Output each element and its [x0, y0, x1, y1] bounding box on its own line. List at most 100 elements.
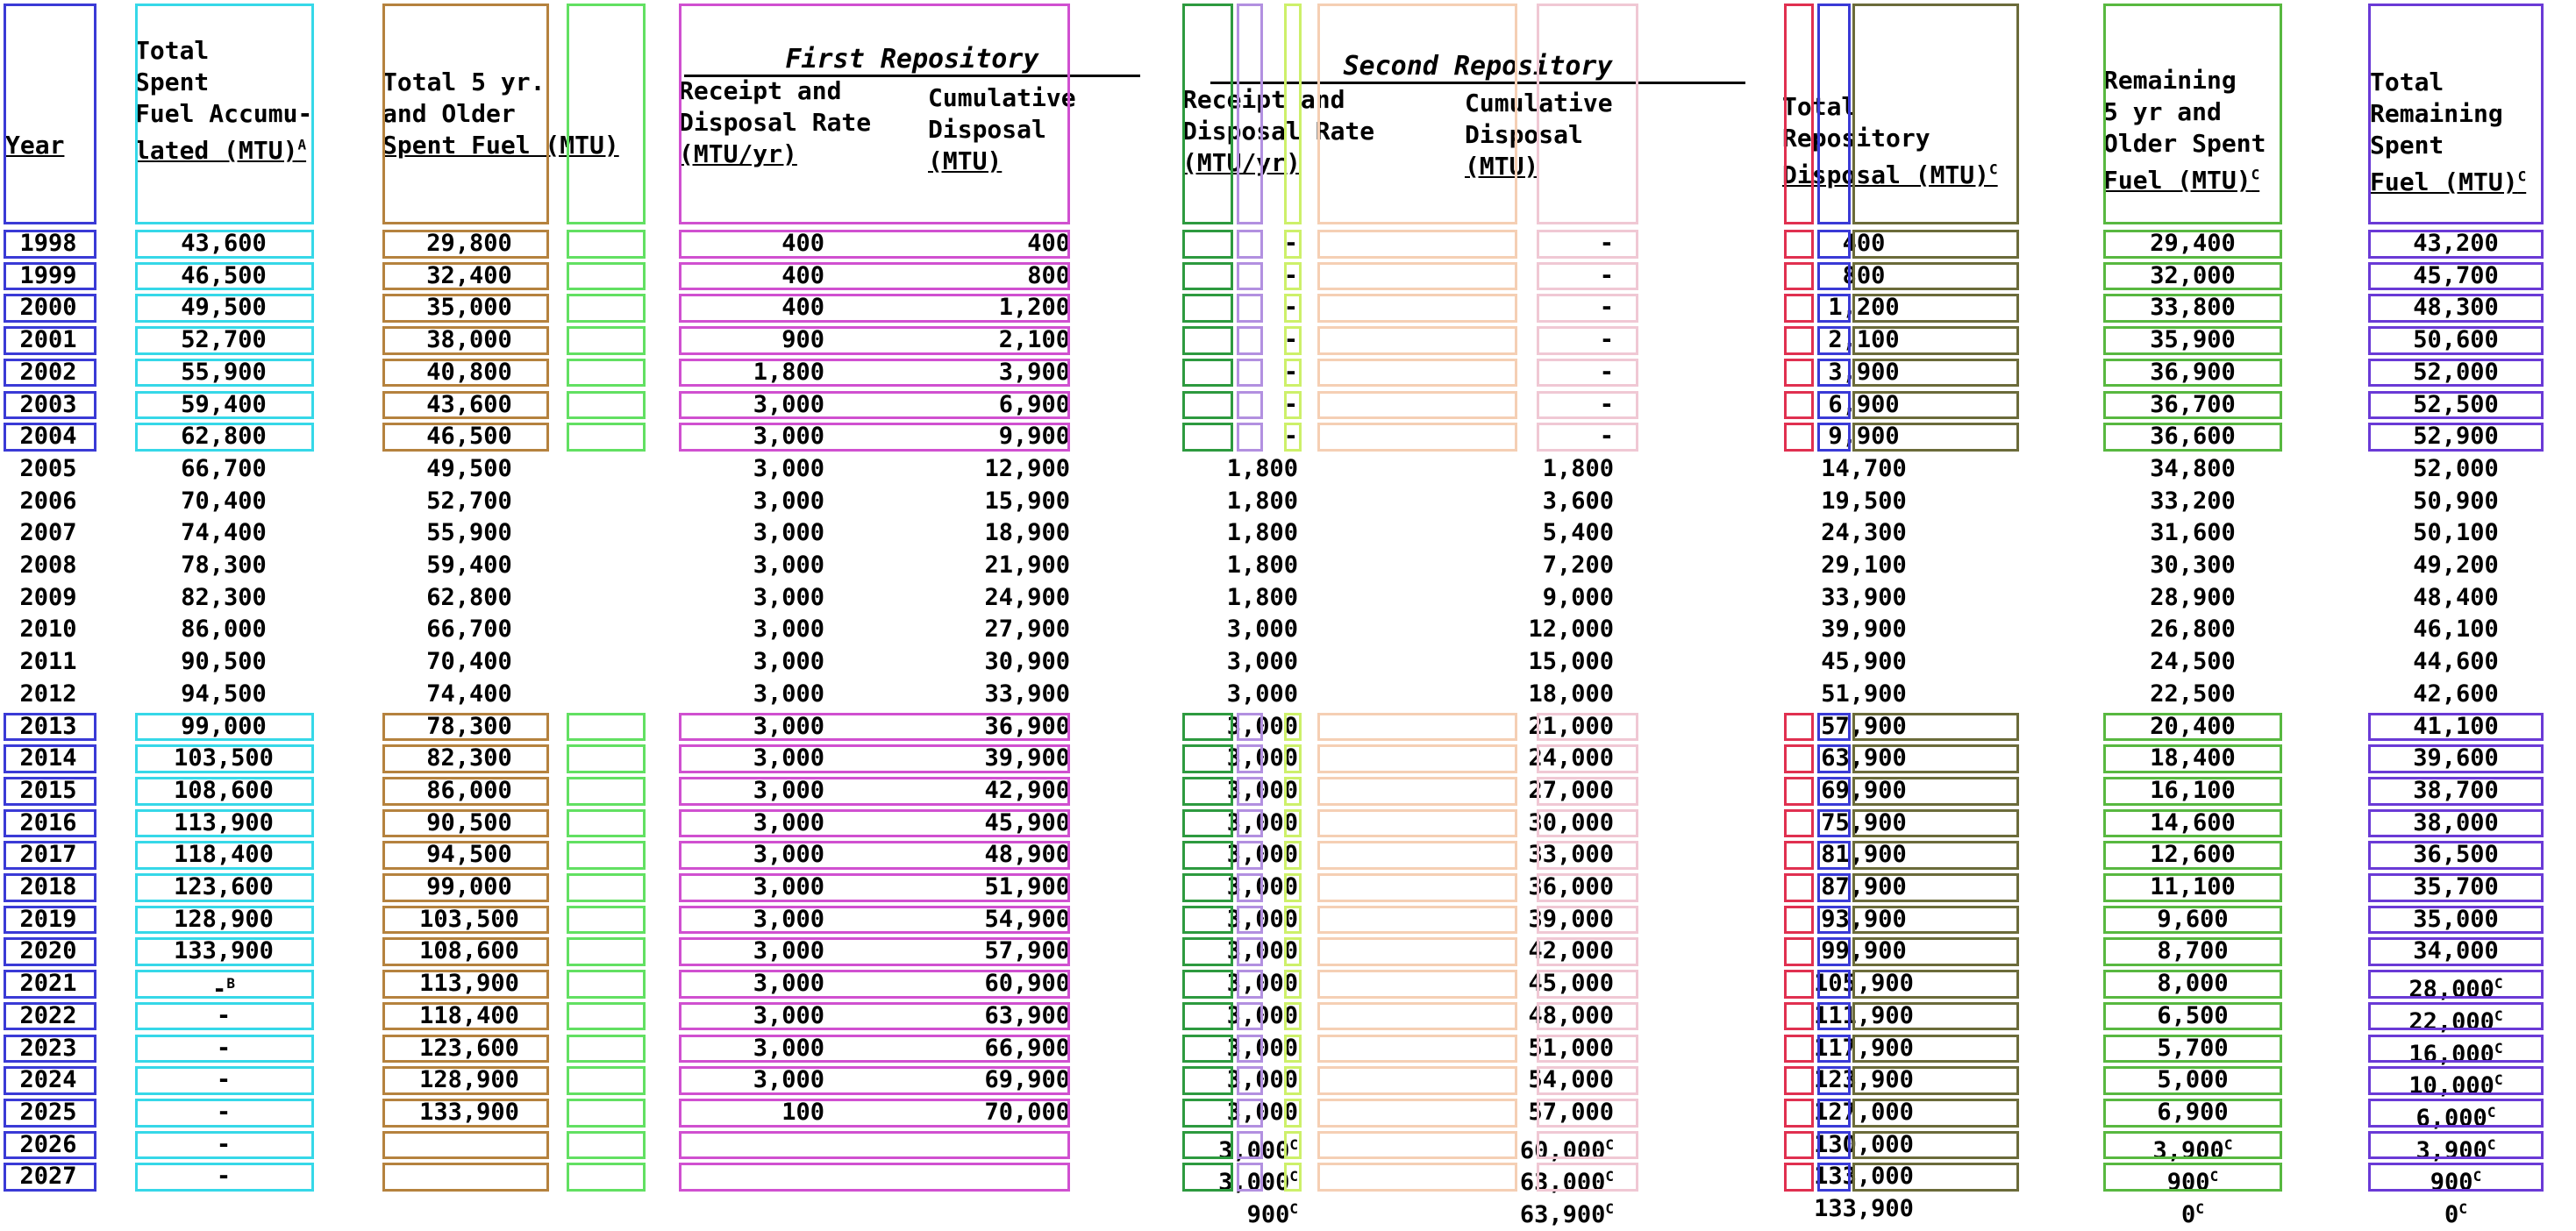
- cell-c1: 30,900: [984, 648, 1070, 676]
- cell-older: 94,500: [426, 841, 512, 869]
- header-first-rate-line: Receipt and: [679, 76, 842, 105]
- cell-c2: -: [1599, 261, 1614, 289]
- cell-rem-tot: 36,500: [2413, 841, 2499, 869]
- header-total-repository-line: Total: [1782, 92, 1857, 121]
- cell-year: 2008: [19, 551, 77, 579]
- cell-spent: 86,000: [181, 616, 267, 644]
- cell-older: 118,400: [419, 1001, 519, 1029]
- cell-spent: -: [216, 1163, 232, 1191]
- cell-r1: 3,000: [753, 680, 824, 708]
- cell-older: 32,400: [426, 261, 512, 289]
- cell-c1: 57,900: [984, 937, 1070, 965]
- cell-spent: 133,900: [174, 937, 274, 965]
- table-row: 2026 - 3,000C 60,000C 130,000 3,900C 3,900C: [0, 1129, 2576, 1164]
- cell-older: 113,900: [419, 970, 519, 998]
- cell-r2: 3,000: [1226, 1001, 1298, 1029]
- cell-r2: 3,000: [1226, 744, 1298, 772]
- cell-spent: 94,500: [181, 680, 267, 708]
- cell-r1: 3,000: [753, 648, 824, 676]
- cell-r1: 900: [781, 326, 824, 354]
- cell-tot: 1,200: [1828, 294, 1900, 322]
- header-first-cumulative-line: Cumulative: [928, 83, 1076, 112]
- cell-spent: 118,400: [174, 841, 274, 869]
- header-first-rate-line: (MTU/yr): [679, 139, 797, 168]
- cell-rem-tot: 35,000: [2413, 905, 2499, 933]
- cell-spent: -: [216, 1034, 232, 1062]
- table-row: 2004 62,800 46,500 3,000 9,900 - - 9,900 36,600 5…: [0, 421, 2576, 452]
- cell-tot: 29,100: [1821, 551, 1907, 579]
- cell-c2: -: [1599, 294, 1614, 322]
- cell-r2: -: [1283, 230, 1298, 257]
- cell-rem-tot: 28,000C: [2408, 975, 2503, 1004]
- cell-older: 66,700: [426, 616, 512, 644]
- cell-rem-tot: 34,000: [2413, 937, 2499, 965]
- table-row: 2019 128,900 103,500 3,000 54,900 3,000 39,000…: [0, 904, 2576, 936]
- cell-rem-tot: 50,900: [2413, 487, 2499, 515]
- cell-r2: -: [1283, 358, 1298, 386]
- cell-spent: 82,300: [181, 583, 267, 611]
- header-older-spent: Total 5 yr. and Older Spent Fuel (MTU): [382, 67, 619, 161]
- cell-r2: 3,000: [1226, 937, 1298, 965]
- cell-tot: 800: [1842, 261, 1886, 289]
- cell-year: 2019: [19, 905, 77, 933]
- cell-tot: 9,900: [1828, 423, 1900, 451]
- cell-c1: 39,900: [984, 744, 1070, 772]
- cell-r1: 3,000: [753, 454, 824, 482]
- header-remaining-total-line: Total: [2370, 68, 2444, 96]
- cell-tot: 51,900: [1821, 680, 1907, 708]
- footnote-mark: C: [1289, 1168, 1298, 1185]
- cell-rem-tot: 48,300: [2413, 294, 2499, 322]
- cell-rem-tot: 43,200: [2413, 230, 2499, 257]
- cell-c2: 3,600: [1542, 487, 1614, 515]
- cell-older: 74,400: [426, 680, 512, 708]
- cell-rem-tot: 50,600: [2413, 326, 2499, 354]
- cell-r2: 3,000: [1226, 970, 1298, 998]
- footnote-mark: C: [2223, 1135, 2233, 1153]
- cell-rem-tot: 44,600: [2413, 648, 2499, 676]
- cell-rem-old: 31,600: [2150, 519, 2236, 547]
- cell-year: 2014: [19, 744, 77, 772]
- cell-c1: 60,900: [984, 970, 1070, 998]
- table-row: 2016 113,900 90,500 3,000 45,900 3,000 30,000 7…: [0, 808, 2576, 839]
- cell-c2: -: [1599, 358, 1614, 386]
- cell-rem-tot: 45,700: [2413, 261, 2499, 289]
- cell-r2: 3,000: [1226, 808, 1298, 836]
- cell-older: 49,500: [426, 454, 512, 482]
- cell-r2: -: [1283, 294, 1298, 322]
- cell-rem-tot: 16,000C: [2408, 1039, 2503, 1068]
- cell-rem-tot: 48,400: [2413, 583, 2499, 611]
- cell-c1: 27,900: [984, 616, 1070, 644]
- cell-rem-old: 28,900: [2150, 583, 2236, 611]
- cell-r1: 100: [781, 1098, 824, 1126]
- cell-c1: 24,900: [984, 583, 1070, 611]
- cell-tot: 133,000: [1814, 1163, 1914, 1191]
- cell-year: [9, 1193, 88, 1225]
- cell-year: 2012: [19, 680, 77, 708]
- header-second-cumulative: Cumulative Disposal (MTU): [1465, 88, 1613, 182]
- cell-rem-tot: 52,900: [2413, 423, 2499, 451]
- cell-r1: 3,000: [753, 390, 824, 418]
- cell-spent: -: [216, 1066, 232, 1094]
- header-remaining-total: Total Remaining Spent Fuel (MTU)C: [2370, 67, 2526, 198]
- cell-c1: 63,900: [984, 1001, 1070, 1029]
- header-older-spent-line: Total 5 yr.: [382, 68, 546, 96]
- cell-r1: 400: [781, 261, 824, 289]
- cell-r2: -: [1283, 423, 1298, 451]
- cell-r2: -: [1283, 261, 1298, 289]
- cell-tot: 130,000: [1814, 1130, 1914, 1158]
- cell-year: 2016: [19, 808, 77, 836]
- table-row: 2003 59,400 43,600 3,000 6,900 - - 6,900 36,700 5…: [0, 389, 2576, 421]
- cell-tot: 33,900: [1821, 583, 1907, 611]
- cell-spent: 46,500: [181, 261, 267, 289]
- cell-older: 90,500: [426, 808, 512, 836]
- cell-c2: 5,400: [1542, 519, 1614, 547]
- cell-older: 128,900: [419, 1066, 519, 1094]
- cell-rem-tot: 39,600: [2413, 744, 2499, 772]
- cell-year: 2001: [19, 326, 77, 354]
- cell-rem-old: 26,800: [2150, 616, 2236, 644]
- cell-older: 40,800: [426, 358, 512, 386]
- table-row: 2022 - 118,400 3,000 63,900 3,000 48,000 111,90…: [0, 1000, 2576, 1035]
- cell-spent: 103,500: [174, 744, 274, 772]
- header-total-repository-line: Repository: [1782, 124, 1930, 153]
- cell-c1: 2,100: [998, 326, 1070, 354]
